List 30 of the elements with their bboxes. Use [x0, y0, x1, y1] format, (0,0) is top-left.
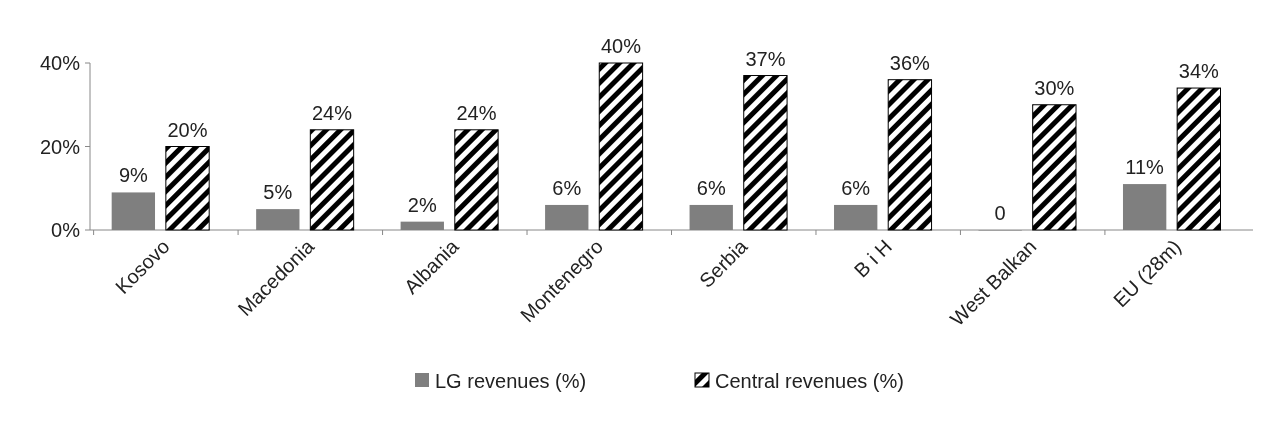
bar [1032, 104, 1077, 231]
data-label: 2% [407, 193, 437, 216]
x-tick-label: B i H [849, 235, 897, 282]
bar [598, 62, 644, 231]
bar [1176, 87, 1221, 231]
data-label: 6% [841, 176, 871, 199]
legend-label: Central revenues (%) [715, 370, 904, 392]
data-label: 6% [552, 176, 582, 199]
data-label: 20% [167, 118, 208, 141]
data-label: 9% [118, 164, 149, 187]
bar [743, 75, 788, 231]
bar [887, 79, 933, 231]
data-label: 30% [1034, 76, 1075, 99]
data-label: 37% [745, 47, 786, 70]
data-label: 5% [263, 181, 293, 204]
data-label: 34% [1178, 60, 1220, 83]
data-label: 36% [889, 51, 931, 74]
y-tick-label: 0% [51, 219, 81, 241]
bar [454, 129, 499, 231]
data-label: 24% [311, 101, 353, 124]
data-label: 11% [1125, 156, 1165, 179]
data-label: 0 [994, 202, 1006, 224]
legend-label: LG revenues (%) [435, 370, 587, 392]
bar [165, 146, 210, 231]
data-label: 6% [696, 176, 726, 199]
bar [309, 129, 355, 231]
data-label: 24% [456, 101, 497, 124]
data-label: 40% [600, 35, 642, 57]
y-tick-label: 40% [39, 52, 81, 74]
y-tick-label: 20% [39, 135, 81, 158]
